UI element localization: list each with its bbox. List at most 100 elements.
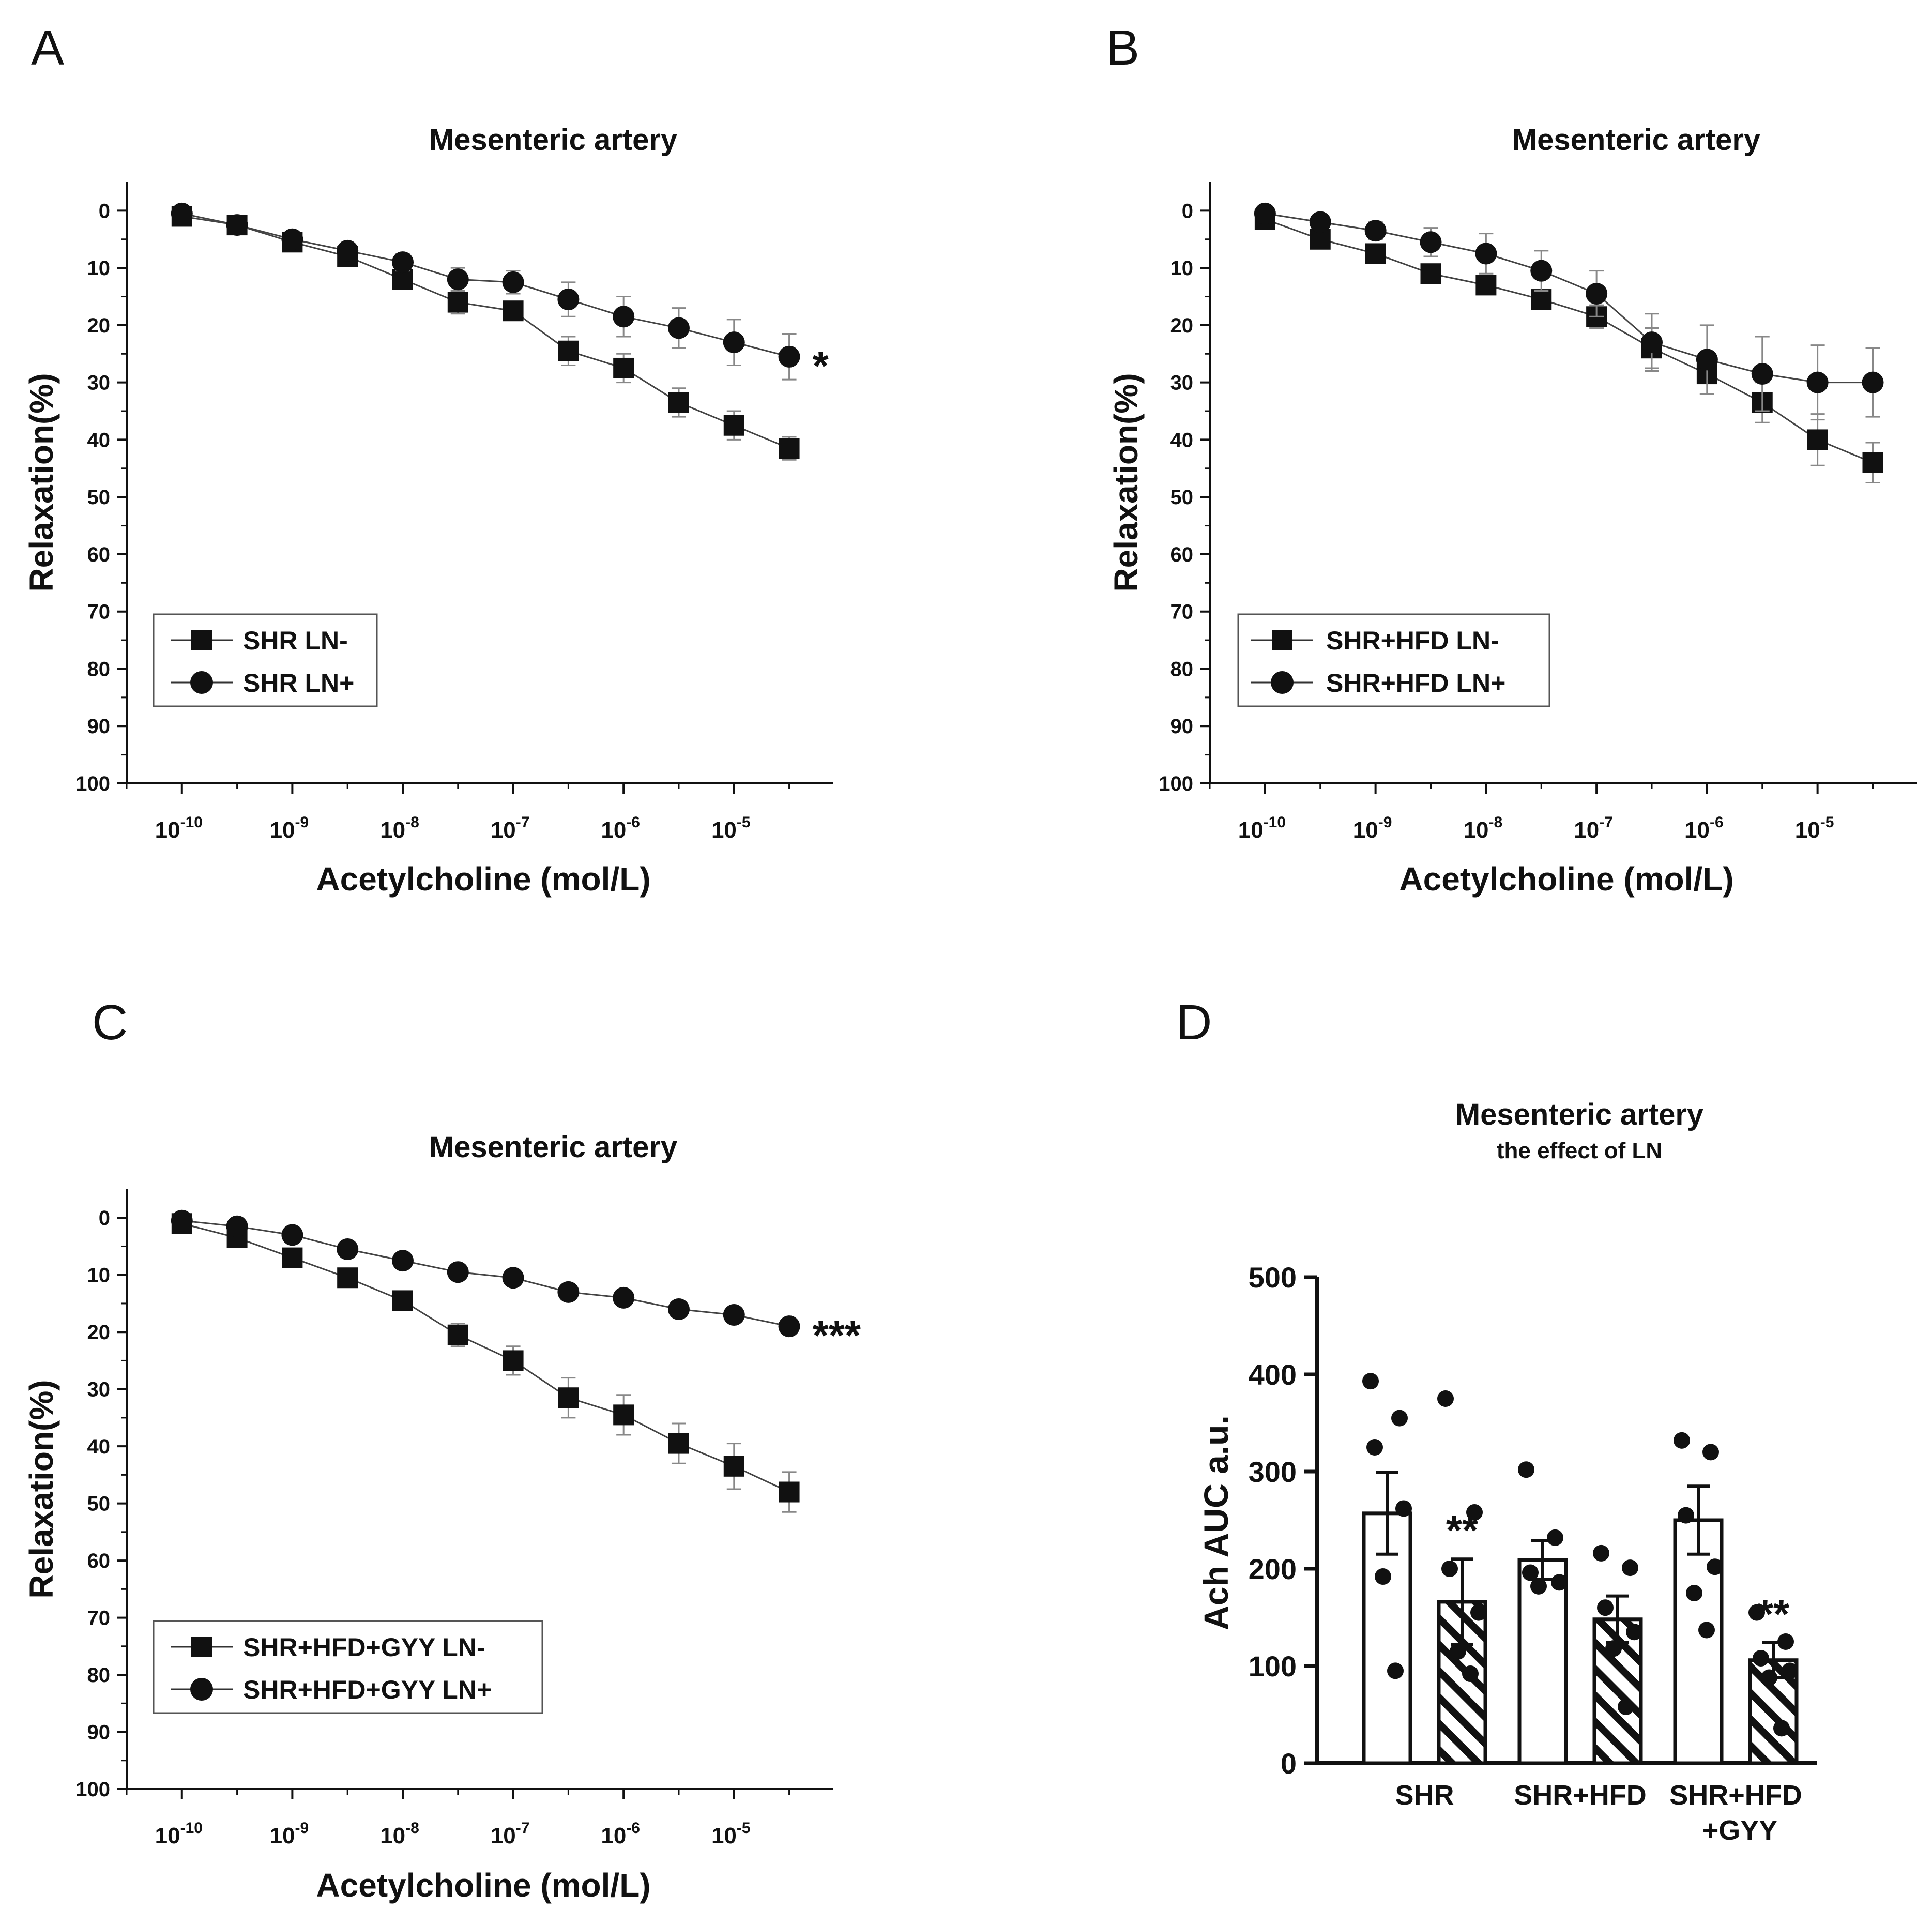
plot-frame [126,182,833,784]
significance-marker: ** [1757,1591,1790,1637]
y-tick-label: 90 [1170,715,1194,738]
x-tick-label: 10-5 [711,1820,751,1849]
chart-subtitle: the effect of LN [1497,1138,1662,1163]
legend-item-circle: SHR+HFD LN+ [1251,669,1505,698]
data-point-circle [613,306,635,328]
data-point-circle [171,1209,193,1232]
y-tick-label: 0 [99,200,110,222]
legend-item-square: SHR+HFD+GYY LN- [171,1633,485,1662]
data-point-circle [1530,260,1553,282]
legend-square-marker [191,630,212,650]
legend-item-square: SHR+HFD LN- [1251,626,1499,655]
series-square [171,206,800,461]
x-tick-label: 10-6 [601,814,640,843]
bar-group [1517,1461,1568,1765]
y-tick-label: 10 [87,1264,111,1287]
legend-box [1237,613,1550,707]
legend-item-square: SHR LN- [171,626,348,655]
x-axis-label: Acetylcholine (mol/L) [316,1867,650,1904]
panel-b: B Mesenteric artery 0 10 20 30 40 50 60 70 80 90 1… [1106,20,1917,898]
y-tick-label: 10 [87,257,111,280]
legend-box [153,1620,543,1714]
data-point-square [1475,275,1497,296]
legend-label: SHR LN- [243,626,348,655]
y-tick-label: 20 [87,314,111,337]
series-layer [1254,202,1884,483]
y-ticks: 0 100 200 300 400 500 [1249,1261,1317,1780]
y-tick-label: 60 [1170,543,1194,566]
legend-label: SHR+HFD+GYY LN+ [243,1675,492,1704]
data-point-circle [1862,371,1884,393]
y-tick-label: 40 [87,429,111,451]
data-point [1597,1599,1614,1616]
series-layer: *** [171,1209,861,1513]
y-ticks: 0 10 20 30 40 50 60 70 80 90 100 [75,200,127,795]
data-point [1753,1649,1769,1667]
data-point-square [1365,243,1386,264]
data-point-circle [778,1315,800,1338]
data-point [1686,1585,1702,1601]
series-square [171,1213,800,1513]
x-tick-label: 10-9 [1353,814,1392,843]
panel-a: A Mesenteric artery 0 10 20 30 40 50 60 70 80 90 1… [23,20,833,898]
y-tick-label: 90 [87,1721,111,1744]
legend-circle-marker [1271,671,1294,694]
data-point [1702,1444,1719,1461]
data-point [1522,1564,1539,1581]
data-point-square [613,357,634,378]
bar-open [1517,1558,1568,1765]
x-axis-label: Acetylcholine (mol/L) [316,860,650,898]
data-point-circle [1309,211,1331,233]
x-tick-label: 10-8 [380,1820,419,1849]
data-point-circle [723,331,745,354]
data-point-circle [226,1215,248,1237]
y-axis-label: Relaxation(%) [1107,373,1145,592]
data-point-square [392,1290,413,1311]
data-point-square [1862,452,1883,473]
y-axis-label: Relaxation(%) [23,373,60,592]
data-point-circle [337,1238,359,1260]
data-point [1391,1410,1408,1427]
legend-circle-marker [190,671,213,694]
y-tick-label: 70 [87,601,111,624]
x-tick-label: 10-7 [491,1820,530,1849]
y-tick-label: 60 [87,543,111,566]
legend-circle-marker [190,1678,213,1701]
y-tick-label: 30 [1170,372,1194,395]
data-point-square [503,300,524,322]
bar-group [1592,1544,1643,1765]
panel-label: A [31,20,64,75]
data-point [1773,1720,1790,1737]
series-circle [1254,202,1884,421]
data-point-square [447,1324,468,1345]
data-point-circle [391,1250,414,1272]
legend-square-marker [191,1637,212,1657]
data-point-circle [667,1298,690,1320]
data-point-circle [1641,331,1663,354]
data-point [1450,1643,1466,1660]
series-square [1254,208,1883,483]
legend-label: SHR+HFD LN+ [1326,669,1505,698]
data-point-square [723,1456,744,1477]
x-axis-label: Acetylcholine (mol/L) [1399,860,1733,898]
y-tick-label: 400 [1249,1358,1297,1391]
y-tick-label: 70 [1170,601,1194,624]
data-point-square [723,415,744,436]
legend: SHR LN- SHR LN+ [153,613,378,707]
series-line [181,1220,789,1327]
y-tick-label: 40 [87,1435,111,1458]
data-point-square [1531,289,1552,310]
data-point-circle [723,1304,745,1326]
y-tick-label: 50 [87,1493,111,1516]
significance-marker: * [813,343,829,389]
significance-marker: ** [1446,1507,1479,1553]
bar-group [1437,1390,1487,1765]
legend-label: SHR+HFD LN- [1326,626,1499,655]
x-tick-label: 10-6 [1684,814,1724,843]
data-point [1622,1559,1638,1577]
y-tick-label: 0 [1182,200,1193,222]
data-point [1466,1504,1483,1521]
data-point [1470,1604,1487,1621]
x-group-labels: SHR SHR+HFD SHR+HFD +GYY [1395,1780,1802,1846]
